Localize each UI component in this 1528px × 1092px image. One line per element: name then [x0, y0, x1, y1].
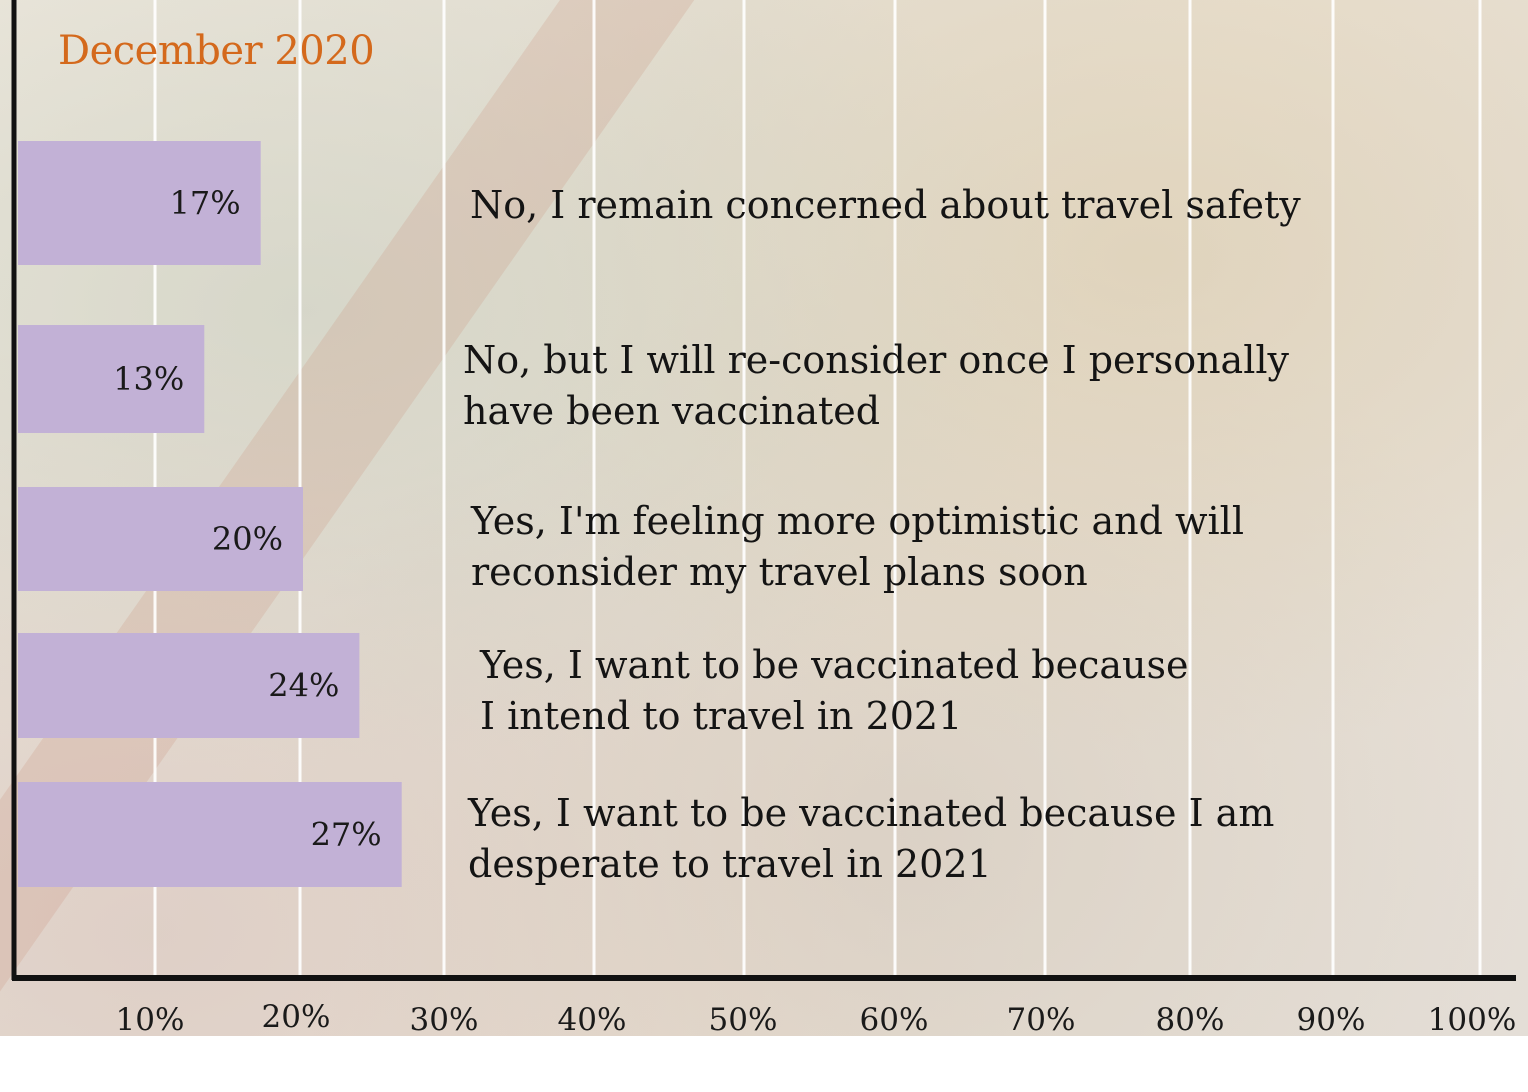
value-label: 13%	[113, 360, 184, 398]
x-tick-label: 20%	[262, 999, 331, 1035]
chart-title: December 2020	[58, 28, 375, 74]
x-tick-label: 70%	[1007, 1002, 1076, 1036]
bar	[18, 633, 360, 738]
x-tick-label: 60%	[860, 1002, 929, 1036]
x-tick-label: 50%	[709, 1002, 778, 1036]
bar-chart: 17% 13% 20% 24% 27% 10% 20% 30% 40% 50% 60% 70% 80%…	[11, 0, 1517, 1036]
x-tick-label: 90%	[1297, 1002, 1366, 1036]
bar	[18, 487, 303, 591]
bar	[18, 141, 261, 265]
x-tick-label: 100%	[1428, 1002, 1517, 1036]
value-label: 24%	[268, 667, 339, 705]
bar	[18, 782, 402, 887]
bar	[18, 325, 205, 433]
value-label: 20%	[212, 520, 283, 558]
category-label: No, but I will re-consider once I person…	[463, 338, 1289, 433]
category-label: Yes, I want to be vaccinated because I i…	[480, 643, 1189, 738]
x-tick-label: 30%	[410, 1002, 479, 1036]
category-label: Yes, I'm feeling more optimistic and wil…	[471, 499, 1244, 594]
value-label: 17%	[170, 184, 241, 222]
x-tick-label: 40%	[558, 1002, 627, 1036]
x-tick-label: 80%	[1156, 1002, 1225, 1036]
value-label: 27%	[311, 816, 382, 854]
x-tick-label: 10%	[116, 1002, 185, 1036]
category-label: No, I remain concerned about travel safe…	[470, 183, 1301, 227]
category-label: Yes, I want to be vaccinated because I a…	[468, 791, 1275, 886]
